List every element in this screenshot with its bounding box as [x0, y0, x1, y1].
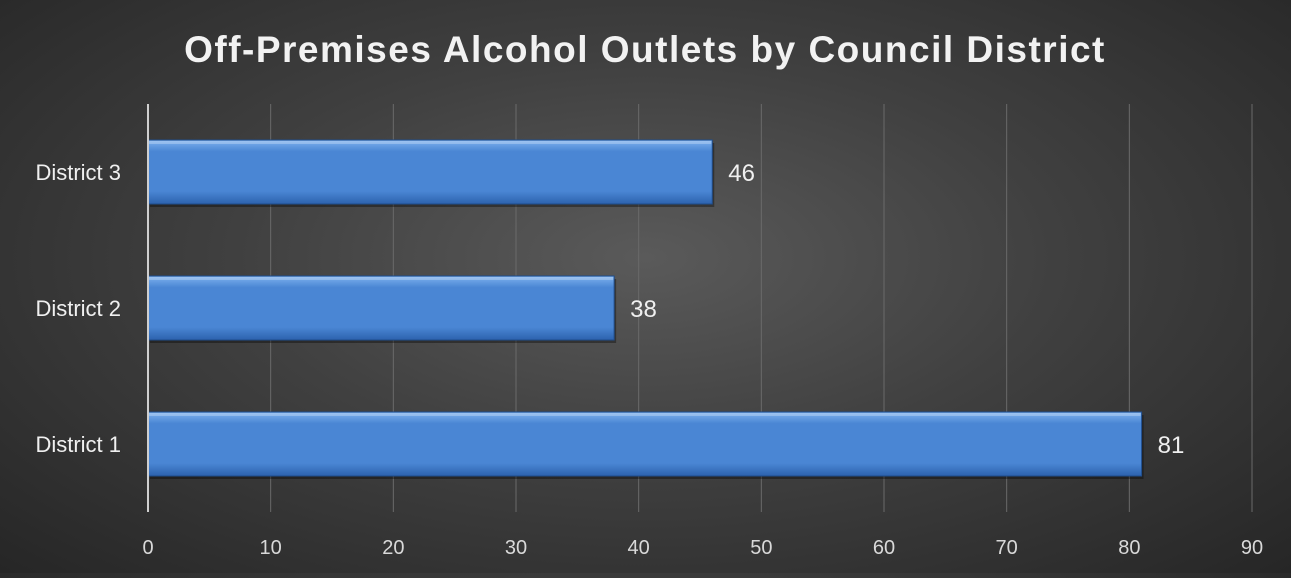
- x-tick-label-30: 30: [505, 537, 527, 559]
- chart-title: Off-Premises Alcohol Outlets by Council …: [184, 29, 1106, 70]
- x-tick-label-20: 20: [382, 537, 404, 559]
- bar-district-1: [147, 411, 1143, 477]
- axes: 0 10 20 30 40 50 60 70 80 90 District 3 District 2 D…: [35, 104, 1263, 559]
- x-tick-label-10: 10: [260, 537, 282, 559]
- bar-district-2: [147, 275, 615, 341]
- x-tick-label-50: 50: [750, 537, 772, 559]
- bar-highlight-1: [149, 141, 712, 144]
- x-tick-label-90: 90: [1241, 537, 1263, 559]
- x-tick-label-80: 80: [1118, 537, 1140, 559]
- bar-highlight-3: [149, 413, 1141, 416]
- y-category-label-1: District 3: [35, 160, 121, 185]
- y-category-label-3: District 1: [35, 432, 121, 457]
- data-label-1: 46: [728, 160, 755, 187]
- x-tick-label-0: 0: [142, 537, 153, 559]
- bars: 46 38 81: [147, 139, 1185, 479]
- y-category-label-2: District 2: [35, 296, 121, 321]
- data-label-2: 38: [630, 296, 657, 323]
- x-tick-label-70: 70: [996, 537, 1018, 559]
- bar-highlight-2: [149, 277, 614, 280]
- x-tick-label-40: 40: [628, 537, 650, 559]
- data-label-3: 81: [1158, 432, 1185, 459]
- x-tick-label-60: 60: [873, 537, 895, 559]
- bar-district-3: [147, 139, 713, 205]
